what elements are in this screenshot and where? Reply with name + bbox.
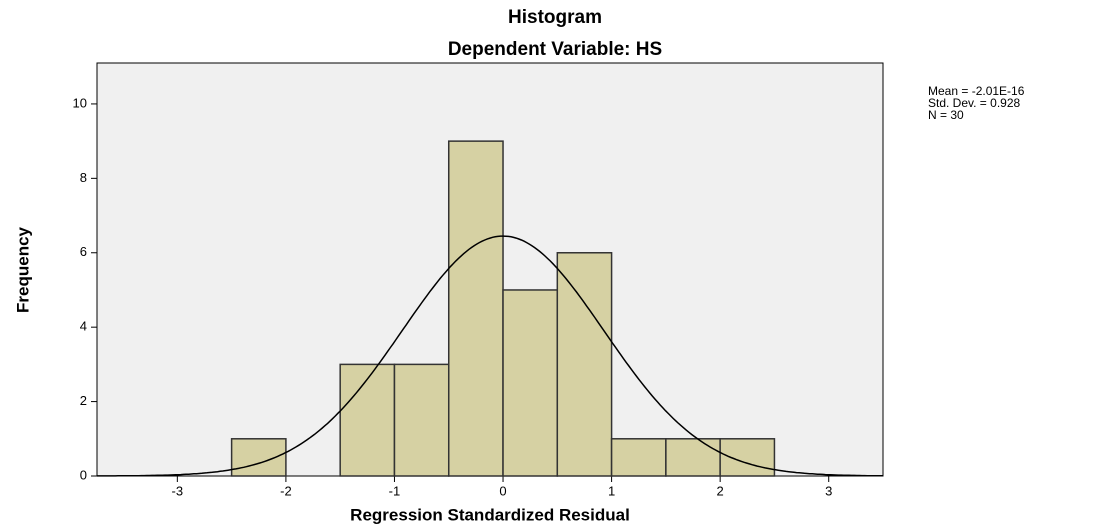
y-tick-label: 2 (80, 393, 87, 408)
bar (230, 438, 287, 477)
x-tick-label: -2 (280, 483, 292, 498)
x-tick-label: 3 (825, 483, 832, 498)
bar (502, 289, 559, 477)
bar (556, 252, 613, 477)
x-tick-label: 1 (608, 483, 615, 498)
x-tick-label: 0 (499, 483, 506, 498)
x-tick-label: 2 (717, 483, 724, 498)
normal-curve (97, 235, 883, 477)
y-tick-label: 6 (80, 244, 87, 259)
bar (339, 363, 396, 477)
x-axis-label: Regression Standardized Residual (350, 505, 630, 524)
x-tick-label: -1 (389, 483, 401, 498)
y-tick-label: 8 (80, 170, 87, 185)
bar (719, 438, 776, 477)
bar (610, 438, 667, 477)
chart-title: Histogram (508, 7, 602, 28)
y-tick-label: 10 (73, 95, 87, 110)
chart-subtitle: Dependent Variable: HS (448, 39, 662, 60)
bar (393, 363, 450, 477)
bar (665, 438, 721, 477)
y-tick-label: 4 (80, 319, 87, 334)
y-tick-label: 0 (80, 467, 87, 482)
stat-annotation: N = 30 (928, 108, 964, 122)
y-axis-label: Frequency (13, 226, 32, 313)
stat-annotation: Mean = -2.01E-16 (928, 84, 1025, 98)
bar (447, 140, 504, 477)
stat-annotation: Std. Dev. = 0.928 (928, 96, 1020, 110)
x-tick-label: -3 (172, 483, 184, 498)
